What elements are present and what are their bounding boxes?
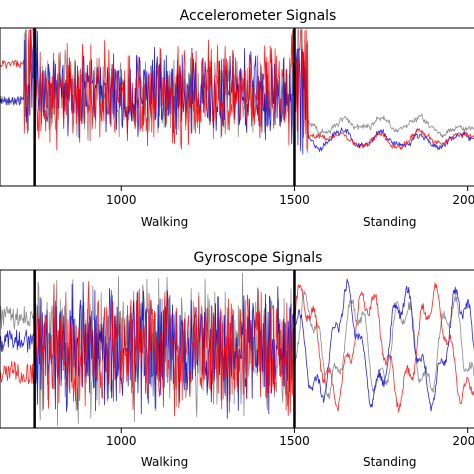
accelerometer-axes-frame xyxy=(0,27,474,187)
gyroscope-region-walking: Walking xyxy=(141,455,188,469)
gyroscope-title: Gyroscope Signals xyxy=(194,250,323,266)
gyroscope-series xyxy=(0,272,474,427)
x-tick-label: 2000 xyxy=(452,193,474,207)
accelerometer-segment-markers xyxy=(33,28,296,186)
accelerometer-region-standing: Standing xyxy=(363,215,416,229)
gyroscope-segment-markers xyxy=(33,270,296,428)
gyroscope-x-ticks: 1000 1500 2000 xyxy=(106,428,474,448)
gyroscope-red-signal-line xyxy=(0,281,474,417)
x-tick-label: 1500 xyxy=(279,193,310,207)
accelerometer-x-ticks: 1000 1500 2000 xyxy=(106,186,474,207)
x-tick-label: 2000 xyxy=(452,434,474,448)
gyroscope-panel: Gyroscope Signals 1000 1500 2000 Walking S… xyxy=(0,250,474,469)
accelerometer-red-signal-line xyxy=(0,29,474,151)
gyroscope-axes-frame xyxy=(0,269,474,429)
gyroscope-blue-signal-line xyxy=(0,278,474,419)
accelerometer-panel: Accelerometer Signals 1000 1500 2000 Walki… xyxy=(0,8,474,229)
x-tick-label: 1500 xyxy=(279,434,310,448)
gyroscope-region-standing: Standing xyxy=(363,455,416,469)
accelerometer-series xyxy=(0,29,474,155)
accelerometer-title: Accelerometer Signals xyxy=(180,8,337,24)
x-tick-label: 1000 xyxy=(106,434,137,448)
accelerometer-region-walking: Walking xyxy=(141,215,188,229)
x-tick-label: 1000 xyxy=(106,193,137,207)
